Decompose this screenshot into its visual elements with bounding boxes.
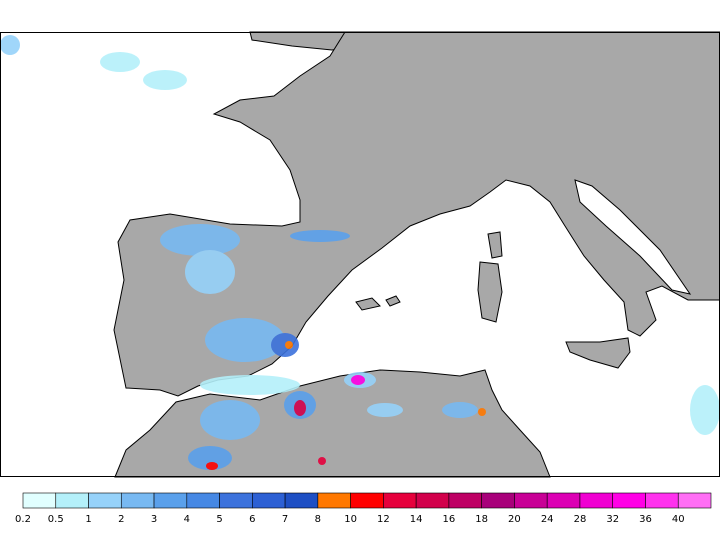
legend-swatch bbox=[317, 492, 351, 509]
legend-swatch bbox=[612, 492, 646, 509]
precipitation bbox=[0, 35, 720, 470]
legend-swatch bbox=[186, 492, 220, 509]
legend-label: 0.2 bbox=[15, 514, 31, 525]
legend-label: 3 bbox=[151, 514, 157, 525]
legend-label: 14 bbox=[410, 514, 423, 525]
legend-swatch bbox=[284, 492, 319, 509]
legend-swatch bbox=[481, 492, 515, 509]
adriatic-sea bbox=[574, 179, 692, 295]
legend-label: 0.5 bbox=[48, 514, 64, 525]
legend-swatch bbox=[219, 492, 253, 509]
legend-label: 24 bbox=[541, 514, 554, 525]
color-legend: 0.2 0.5 1 2 3 4 5 6 7 8 10 12 14 16 18 20 24 28 32 36 40 bbox=[15, 492, 712, 525]
legend-swatch bbox=[120, 492, 155, 509]
legend-swatch bbox=[546, 492, 581, 509]
legend-swatch bbox=[645, 492, 679, 509]
map bbox=[0, 31, 720, 478]
legend-label: 28 bbox=[574, 514, 587, 525]
legend-label: 36 bbox=[639, 514, 652, 525]
legend-label: 7 bbox=[282, 514, 288, 525]
legend-swatch bbox=[514, 492, 548, 509]
legend-label: 2 bbox=[118, 514, 124, 525]
legend-label: 4 bbox=[184, 514, 190, 525]
legend-swatch bbox=[22, 492, 57, 509]
legend-label: 40 bbox=[672, 514, 685, 525]
legend-label: 20 bbox=[508, 514, 521, 525]
legend-swatch bbox=[153, 492, 188, 509]
legend-label: 6 bbox=[249, 514, 255, 525]
legend-swatch bbox=[55, 492, 89, 509]
legend-swatch bbox=[677, 492, 712, 509]
legend-label: 5 bbox=[216, 514, 222, 525]
legend-label: 1 bbox=[85, 514, 91, 525]
legend-swatch bbox=[448, 492, 482, 509]
legend-label: 16 bbox=[443, 514, 456, 525]
legend-label: 10 bbox=[344, 514, 357, 525]
legend-swatch bbox=[252, 492, 286, 509]
legend-swatch bbox=[350, 492, 384, 509]
legend-label: 8 bbox=[315, 514, 321, 525]
legend-swatch bbox=[88, 492, 122, 509]
legend-swatch bbox=[383, 492, 417, 509]
legend-label: 32 bbox=[606, 514, 619, 525]
legend-swatch bbox=[579, 492, 614, 509]
legend-swatch bbox=[415, 492, 450, 509]
legend-label: 12 bbox=[377, 514, 390, 525]
legend-label: 18 bbox=[475, 514, 488, 525]
